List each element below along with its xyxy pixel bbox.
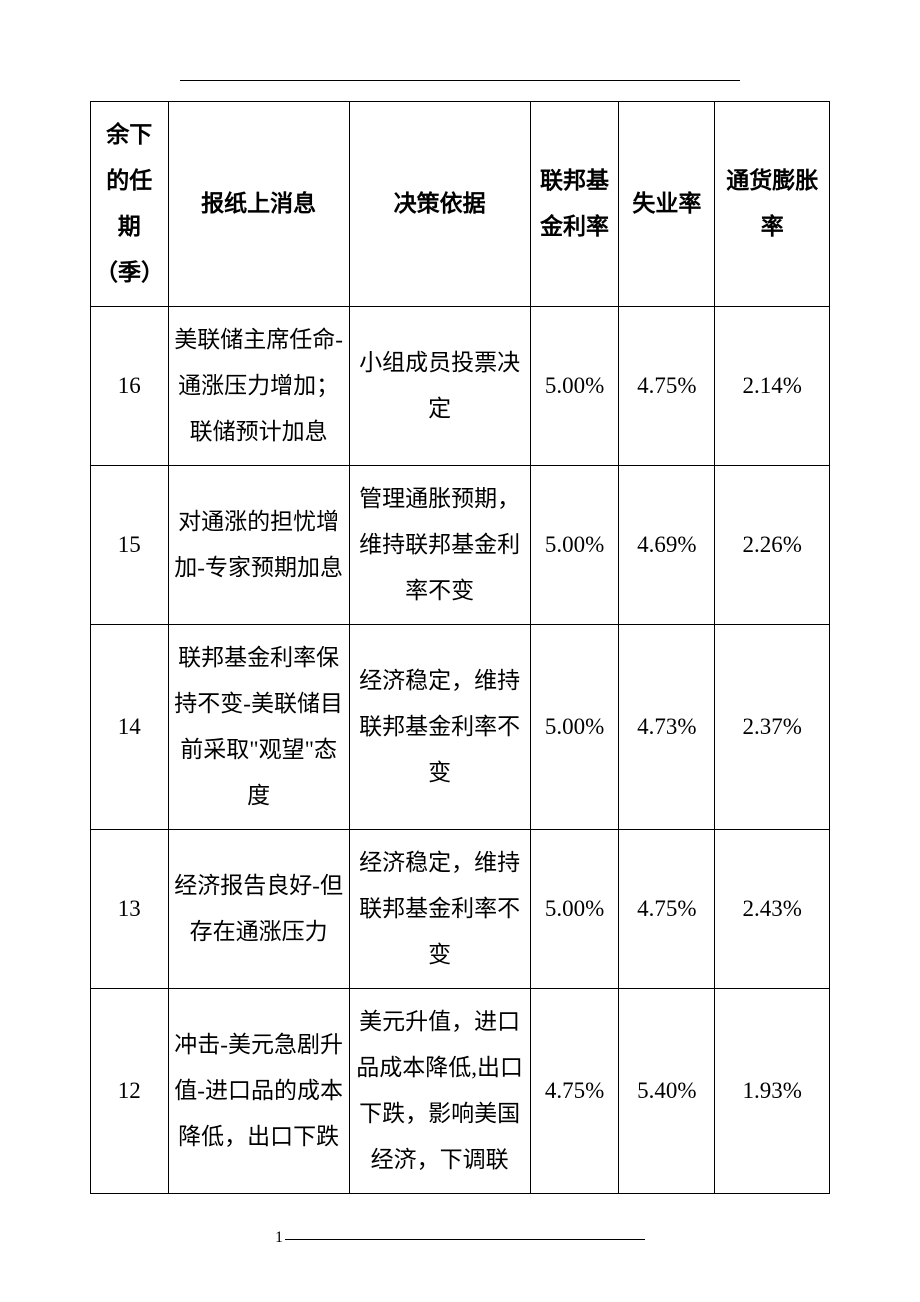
cell-basis: 经济稳定，维持联邦基金利率不变	[349, 625, 530, 830]
header-unemployment: 失业率	[619, 102, 715, 307]
cell-unemployment: 4.73%	[619, 625, 715, 830]
cell-news: 联邦基金利率保持不变-美联储目前采取"观望"态度	[168, 625, 349, 830]
cell-unemployment: 4.75%	[619, 830, 715, 989]
cell-inflation: 1.93%	[715, 989, 830, 1194]
header-news: 报纸上消息	[168, 102, 349, 307]
cell-rate: 4.75%	[530, 989, 619, 1194]
cell-inflation: 2.43%	[715, 830, 830, 989]
cell-unemployment: 4.75%	[619, 307, 715, 466]
page-number: 1	[275, 1229, 283, 1246]
table-row: 14 联邦基金利率保持不变-美联储目前采取"观望"态度 经济稳定，维持联邦基金利…	[91, 625, 830, 830]
cell-basis: 小组成员投票决定	[349, 307, 530, 466]
cell-term: 15	[91, 466, 169, 625]
cell-unemployment: 5.40%	[619, 989, 715, 1194]
page-footer: 1	[0, 1229, 920, 1247]
cell-inflation: 2.26%	[715, 466, 830, 625]
cell-inflation: 2.37%	[715, 625, 830, 830]
cell-inflation: 2.14%	[715, 307, 830, 466]
table-row: 12 冲击-美元急剧升值-进口品的成本降低，出口下跌 美元升值，进口品成本降低,…	[91, 989, 830, 1194]
cell-unemployment: 4.69%	[619, 466, 715, 625]
header-inflation: 通货膨胀率	[715, 102, 830, 307]
cell-term: 12	[91, 989, 169, 1194]
header-rate: 联邦基金利率	[530, 102, 619, 307]
cell-rate: 5.00%	[530, 307, 619, 466]
cell-basis: 美元升值，进口品成本降低,出口下跌，影响美国经济，下调联	[349, 989, 530, 1194]
cell-rate: 5.00%	[530, 830, 619, 989]
cell-term: 16	[91, 307, 169, 466]
header-rule-line	[180, 80, 740, 81]
cell-rate: 5.00%	[530, 466, 619, 625]
cell-basis: 管理通胀预期，维持联邦基金利率不变	[349, 466, 530, 625]
cell-news: 经济报告良好-但存在通涨压力	[168, 830, 349, 989]
table-row: 13 经济报告良好-但存在通涨压力 经济稳定，维持联邦基金利率不变 5.00% …	[91, 830, 830, 989]
cell-rate: 5.00%	[530, 625, 619, 830]
document-page: 余下的任期（季） 报纸上消息 决策依据 联邦基金利率 失业率 通货膨胀率 16 …	[0, 0, 920, 1254]
header-basis: 决策依据	[349, 102, 530, 307]
cell-term: 14	[91, 625, 169, 830]
table-row: 15 对通涨的担忧增加-专家预期加息 管理通胀预期，维持联邦基金利率不变 5.0…	[91, 466, 830, 625]
header-term: 余下的任期（季）	[91, 102, 169, 307]
footer-rule-line	[285, 1239, 645, 1240]
cell-news: 冲击-美元急剧升值-进口品的成本降低，出口下跌	[168, 989, 349, 1194]
cell-news: 美联储主席任命-通涨压力增加；联储预计加息	[168, 307, 349, 466]
table-header-row: 余下的任期（季） 报纸上消息 决策依据 联邦基金利率 失业率 通货膨胀率	[91, 102, 830, 307]
table-row: 16 美联储主席任命-通涨压力增加；联储预计加息 小组成员投票决定 5.00% …	[91, 307, 830, 466]
policy-table: 余下的任期（季） 报纸上消息 决策依据 联邦基金利率 失业率 通货膨胀率 16 …	[90, 101, 830, 1194]
cell-term: 13	[91, 830, 169, 989]
cell-news: 对通涨的担忧增加-专家预期加息	[168, 466, 349, 625]
cell-basis: 经济稳定，维持联邦基金利率不变	[349, 830, 530, 989]
